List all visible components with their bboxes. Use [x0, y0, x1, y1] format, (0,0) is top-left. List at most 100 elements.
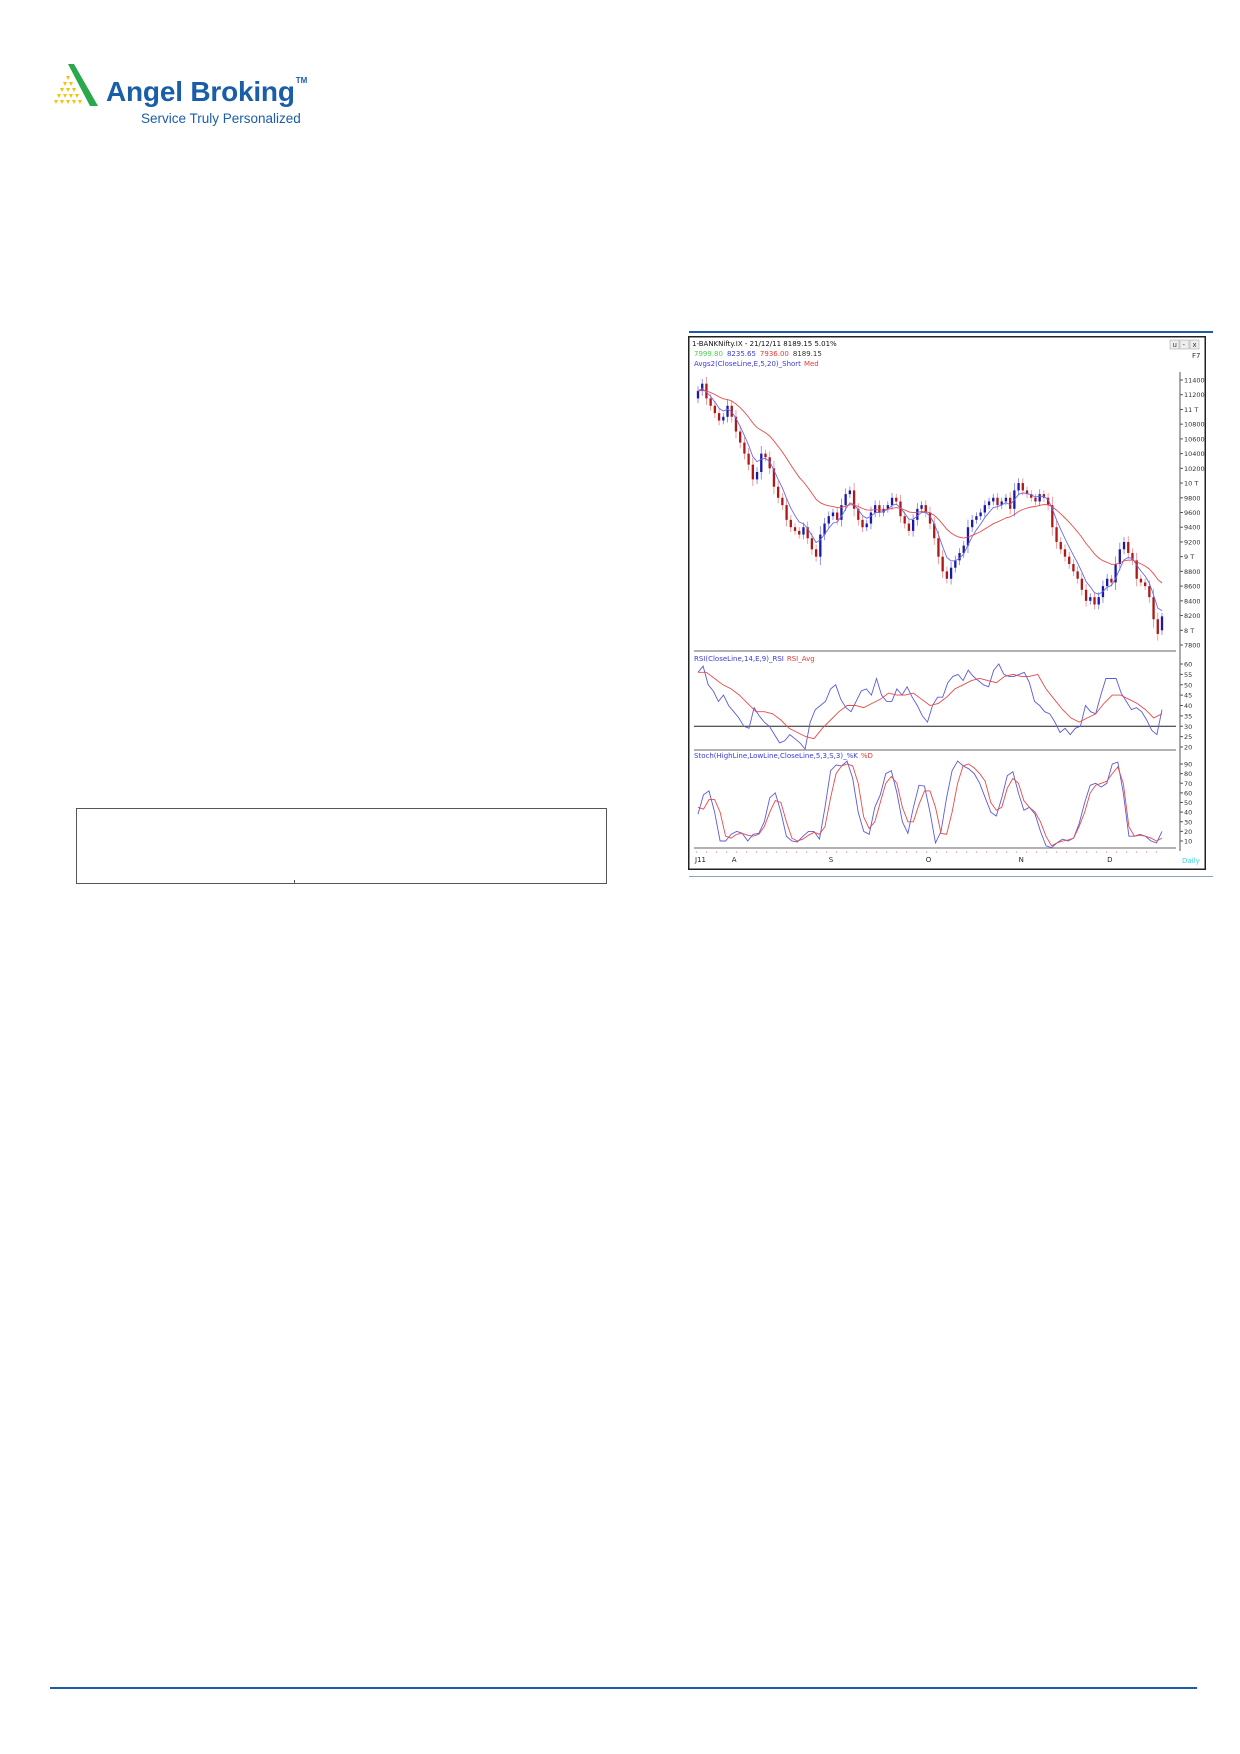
rsi-axis-label: 50	[1184, 681, 1192, 689]
candle-body	[802, 527, 805, 535]
candle-body	[734, 416, 738, 432]
candle-body	[1042, 494, 1046, 498]
stoch-k-line	[697, 760, 1163, 849]
candle-body	[861, 519, 864, 528]
candle-body	[709, 398, 712, 406]
candle-body	[971, 519, 974, 528]
shortcut-label: F7	[1192, 352, 1200, 360]
rsi-axis-label: 45	[1184, 692, 1192, 700]
price-legend-line: Avgs2(CloseLine,E,5,20)_Short Med	[694, 360, 819, 368]
candle-body	[996, 497, 999, 506]
candle-body	[1114, 564, 1117, 583]
stoch-axis-label: 90	[1184, 761, 1192, 769]
banknifty-chart-window: 1-BANKNifty.IX - 21/12/11 8189.15 5.01% …	[688, 336, 1206, 870]
price-axis-label: 10400	[1184, 450, 1205, 458]
stoch-axis-label: 30	[1184, 818, 1192, 826]
logo-wordmark: Angel BrokingTM	[106, 76, 307, 108]
stoch-axis-label: 20	[1184, 828, 1192, 836]
candle-body	[823, 523, 826, 535]
candle-body	[1025, 490, 1029, 495]
stoch-axis-label: 50	[1184, 799, 1192, 807]
price-axis-label: 9200	[1184, 538, 1201, 546]
candle-body	[886, 505, 889, 509]
stoch-axis-label: 10	[1184, 838, 1192, 846]
candle-body	[949, 567, 953, 579]
candle-body	[798, 530, 801, 535]
candle-body	[1131, 552, 1134, 561]
minimize-button-frame[interactable]	[1179, 339, 1190, 350]
undock-button[interactable]: u	[1173, 341, 1177, 349]
close-button[interactable]: x	[1193, 341, 1197, 349]
ohlc-open: 7999.80	[694, 350, 723, 358]
logo-trademark: TM	[295, 76, 308, 85]
rsi-legend-avg: RSI_Avg	[787, 655, 815, 663]
price-axis-label: 11 T	[1184, 406, 1198, 414]
candle-body	[1127, 541, 1130, 553]
candle-body	[1055, 527, 1058, 542]
stoch-axis-label: 70	[1184, 780, 1192, 788]
candle-body	[696, 391, 700, 399]
candle-body	[937, 538, 940, 557]
candle-body	[701, 383, 704, 392]
stoch-d-line	[697, 763, 1163, 847]
stoch-legend: Stoch(HighLine,LowLine,CloseLine,5,3,S,3…	[694, 752, 858, 760]
candle-body	[827, 516, 830, 524]
time-axis-label: J11	[694, 856, 706, 864]
candle-body	[1106, 578, 1109, 587]
price-axis-label: 10200	[1184, 465, 1205, 473]
candle-body	[1110, 578, 1113, 583]
price-axis-label: 9600	[1184, 509, 1201, 517]
candle-body	[1156, 619, 1159, 634]
ohlc-low: 7936.00	[760, 350, 789, 358]
ohlc-high: 8235.65	[727, 350, 756, 358]
chart-bottom-rule	[689, 876, 1213, 877]
time-axis-label: S	[829, 856, 834, 864]
candle-body	[1076, 571, 1079, 579]
price-axis-label: 8600	[1184, 583, 1201, 591]
candle-body	[819, 534, 822, 557]
candle-body	[1038, 494, 1041, 502]
price-axis-label: 8800	[1184, 568, 1201, 576]
candle-body	[907, 523, 911, 531]
candle-body	[920, 505, 923, 509]
candle-body	[776, 486, 780, 498]
candle-body	[785, 505, 788, 520]
close-button-frame[interactable]	[1189, 339, 1200, 350]
logo-pyramid-icon	[54, 64, 98, 106]
rsi-axis-label: 30	[1184, 723, 1192, 731]
candle-body	[1160, 616, 1164, 631]
candle-body	[962, 545, 965, 553]
rsi-legend: RSI(CloseLine,14,E,9)_RSI	[694, 655, 784, 663]
candle-body	[1152, 597, 1155, 620]
candle-body	[1034, 497, 1037, 502]
candle-body	[945, 571, 949, 579]
time-axis-label: O	[926, 856, 932, 864]
rsi-avg-line	[698, 671, 1163, 740]
candle-body	[840, 505, 843, 520]
time-axis-label: N	[1019, 856, 1024, 864]
ema-med-line	[697, 389, 1163, 584]
rsi-line	[697, 663, 1163, 751]
candle-body	[958, 552, 961, 561]
candle-body	[848, 490, 852, 495]
candle-body	[730, 405, 733, 417]
candle-body	[1143, 582, 1147, 587]
candle-body	[1080, 578, 1084, 590]
candle-body	[979, 512, 982, 517]
minimize-button[interactable]: -	[1183, 341, 1186, 349]
candle-body	[844, 494, 847, 506]
candle-body	[983, 505, 986, 513]
logo-tagline: Service Truly Personalized	[141, 111, 301, 126]
price-legend-med: Med	[804, 360, 819, 368]
candle-body	[1000, 501, 1003, 506]
rsi-legend-line: RSI(CloseLine,14,E,9)_RSI RSI_Avg	[694, 655, 815, 663]
candle-body	[1030, 494, 1033, 498]
candle-body	[1084, 589, 1088, 601]
candle-body	[810, 538, 814, 550]
empty-table-box	[76, 808, 607, 884]
window-button-frame[interactable]	[1169, 339, 1180, 350]
candle-body	[992, 497, 995, 502]
candle-body	[1059, 541, 1062, 550]
candle-body	[717, 413, 721, 421]
stoch-axis-label: 40	[1184, 809, 1192, 817]
